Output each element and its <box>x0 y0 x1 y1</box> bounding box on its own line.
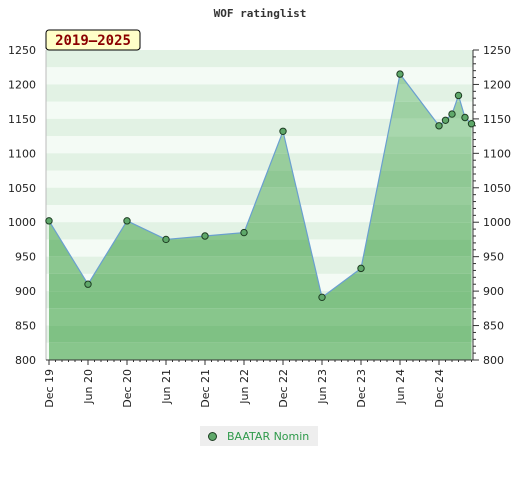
legend-series-marker <box>208 431 217 441</box>
y-tick-label-left: 1050 <box>8 182 36 195</box>
x-tick-label: Jun 22 <box>238 369 251 405</box>
x-tick-label: Dec 19 <box>43 369 56 408</box>
x-tick-label: Jun 23 <box>316 369 329 405</box>
legend: BAATAR Nomin <box>200 426 318 446</box>
y-tick-label-right: 900 <box>483 285 504 298</box>
x-tick-label: Jun 20 <box>82 369 95 405</box>
legend-series-label: BAATAR Nomin <box>227 429 310 443</box>
x-tick-label: Jun 24 <box>394 369 407 405</box>
y-tick-label-left: 1250 <box>8 44 36 57</box>
y-tick-label-right: 800 <box>483 354 504 367</box>
axes-layer: 800 800 850 850 900 900 950 950 1000 1000 1050 1050… <box>8 44 511 408</box>
y-tick-label-right: 850 <box>483 320 504 333</box>
data-point <box>279 127 287 135</box>
date-range-badge-text: 2019–2025 <box>55 33 131 49</box>
y-tick-label-right: 950 <box>483 251 504 264</box>
y-tick-label-left: 1200 <box>8 78 36 91</box>
x-tick-label: Dec 24 <box>433 369 446 408</box>
x-tick-label: Dec 23 <box>355 369 368 408</box>
data-point <box>467 120 476 128</box>
data-point <box>461 113 469 122</box>
y-tick-label-right: 1100 <box>483 147 511 160</box>
y-tick-label-left: 900 <box>15 285 36 298</box>
area-band <box>49 342 472 360</box>
background-band <box>46 170 473 188</box>
chart-title: WOF ratinglist <box>214 7 307 20</box>
background-band <box>46 153 473 171</box>
data-point <box>435 122 443 130</box>
data-point <box>240 228 248 237</box>
background-band <box>46 84 473 102</box>
y-tick-label-left: 800 <box>15 354 36 367</box>
y-tick-label-right: 1000 <box>483 216 511 229</box>
area-band <box>49 273 472 292</box>
data-point <box>201 232 209 240</box>
data-point <box>123 217 131 225</box>
data-point <box>396 70 404 78</box>
background-band <box>46 50 473 68</box>
x-tick-label: Jun 21 <box>160 369 173 405</box>
x-tick-label: Dec 21 <box>199 369 212 408</box>
y-tick-label-left: 1100 <box>8 147 36 160</box>
data-point <box>448 110 456 118</box>
data-point <box>84 280 92 288</box>
data-point <box>357 264 365 273</box>
area-band <box>49 256 472 274</box>
data-point <box>318 293 326 302</box>
data-point <box>454 91 463 100</box>
y-tick-label-right: 1050 <box>483 182 511 195</box>
date-range-badge: 2019–2025 <box>45 29 141 51</box>
y-tick-label-right: 1250 <box>483 44 511 57</box>
data-point <box>441 116 450 124</box>
y-tick-label-left: 1000 <box>8 216 36 229</box>
x-tick-label: Dec 20 <box>121 369 134 408</box>
y-tick-label-left: 1150 <box>8 113 36 126</box>
points-layer <box>45 70 476 302</box>
data-point <box>45 217 53 225</box>
y-tick-label-left: 850 <box>15 320 36 333</box>
x-tick-label: Dec 22 <box>277 369 290 408</box>
area-band <box>49 308 472 326</box>
background-band <box>46 67 473 85</box>
series-line <box>48 72 472 299</box>
background-band <box>46 136 473 154</box>
area-band <box>49 325 472 343</box>
data-point <box>162 235 170 244</box>
y-tick-label-left: 950 <box>15 251 36 264</box>
y-tick-label-right: 1150 <box>483 113 511 126</box>
y-tick-label-right: 1200 <box>483 78 511 91</box>
area-band <box>49 291 472 309</box>
background-band <box>46 101 473 119</box>
background-band <box>46 118 473 137</box>
